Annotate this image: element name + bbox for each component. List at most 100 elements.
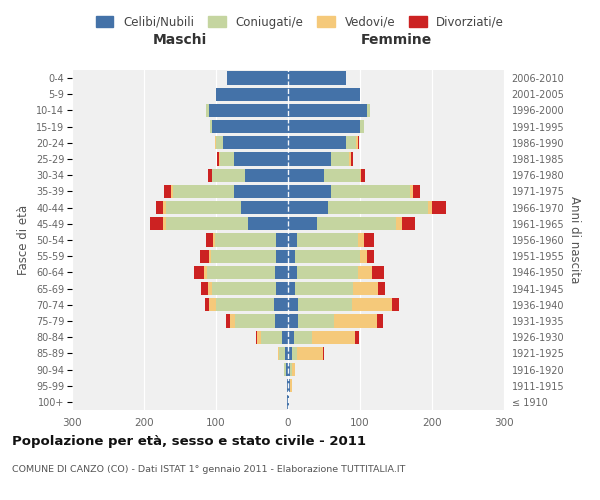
Bar xyxy=(245,168,288,182)
Bar xyxy=(209,298,216,312)
Bar xyxy=(296,234,358,246)
Bar xyxy=(286,363,288,376)
Bar xyxy=(392,298,399,312)
Bar xyxy=(358,266,372,279)
Bar xyxy=(432,201,446,214)
Bar xyxy=(364,234,374,246)
Bar xyxy=(230,314,235,328)
Bar xyxy=(295,282,353,295)
Bar xyxy=(334,314,377,328)
Bar xyxy=(234,185,288,198)
Bar xyxy=(288,314,298,328)
Bar xyxy=(331,152,349,166)
Bar xyxy=(288,346,292,360)
Text: Popolazione per età, sesso e stato civile - 2011: Popolazione per età, sesso e stato civil… xyxy=(12,435,366,448)
Bar xyxy=(296,266,358,279)
Bar xyxy=(275,266,288,279)
Bar xyxy=(205,266,206,279)
Bar xyxy=(257,330,260,344)
Bar xyxy=(200,250,209,263)
Bar xyxy=(288,88,360,101)
Bar xyxy=(288,201,328,214)
Y-axis label: Fasce di età: Fasce di età xyxy=(17,205,31,275)
Bar xyxy=(378,282,385,295)
Bar xyxy=(205,298,209,312)
Bar xyxy=(151,217,163,230)
Bar xyxy=(212,168,245,182)
Legend: Celibi/Nubili, Coniugati/e, Vedovi/e, Divorziati/e: Celibi/Nubili, Coniugati/e, Vedovi/e, Di… xyxy=(91,11,509,34)
Bar xyxy=(277,234,288,246)
Bar xyxy=(396,217,402,230)
Bar xyxy=(358,136,359,149)
Text: Femmine: Femmine xyxy=(361,34,431,48)
Bar xyxy=(172,185,173,198)
Bar xyxy=(288,282,295,295)
Bar xyxy=(317,217,396,230)
Bar xyxy=(367,104,370,117)
Bar xyxy=(215,234,277,246)
Bar xyxy=(324,168,360,182)
Bar xyxy=(260,330,282,344)
Bar xyxy=(166,201,241,214)
Bar xyxy=(210,120,212,134)
Y-axis label: Anni di nascita: Anni di nascita xyxy=(568,196,581,284)
Bar xyxy=(173,185,234,198)
Bar xyxy=(282,330,288,344)
Bar xyxy=(358,234,364,246)
Bar xyxy=(288,152,331,166)
Bar xyxy=(216,136,223,149)
Bar xyxy=(288,136,346,149)
Bar xyxy=(349,152,350,166)
Bar xyxy=(166,217,248,230)
Bar xyxy=(206,266,275,279)
Bar xyxy=(284,363,286,376)
Bar xyxy=(274,298,288,312)
Bar xyxy=(413,185,421,198)
Bar xyxy=(372,266,384,279)
Bar xyxy=(356,136,358,149)
Bar xyxy=(288,379,290,392)
Bar xyxy=(346,136,356,149)
Bar xyxy=(288,104,367,117)
Bar xyxy=(288,217,317,230)
Bar xyxy=(216,88,288,101)
Bar xyxy=(156,201,163,214)
Bar xyxy=(212,282,277,295)
Bar xyxy=(287,379,288,392)
Bar xyxy=(217,152,219,166)
Bar xyxy=(355,330,359,344)
Bar xyxy=(360,250,367,263)
Bar xyxy=(360,168,361,182)
Bar xyxy=(206,104,209,117)
Bar xyxy=(323,346,324,360)
Bar xyxy=(350,152,353,166)
Bar xyxy=(288,120,360,134)
Bar xyxy=(292,346,298,360)
Bar xyxy=(164,185,172,198)
Bar xyxy=(280,346,285,360)
Bar xyxy=(241,201,288,214)
Bar xyxy=(219,152,220,166)
Bar xyxy=(290,363,292,376)
Bar xyxy=(285,346,288,360)
Bar xyxy=(234,152,288,166)
Bar xyxy=(288,266,296,279)
Bar xyxy=(288,185,331,198)
Bar xyxy=(212,120,288,134)
Bar xyxy=(361,168,365,182)
Bar xyxy=(294,330,312,344)
Bar xyxy=(256,330,257,344)
Bar xyxy=(215,136,216,149)
Bar xyxy=(277,282,288,295)
Bar xyxy=(402,217,415,230)
Bar xyxy=(220,152,234,166)
Bar xyxy=(377,314,383,328)
Bar xyxy=(227,72,288,85)
Bar xyxy=(288,396,289,408)
Bar xyxy=(163,217,166,230)
Bar xyxy=(276,250,288,263)
Bar xyxy=(298,298,352,312)
Bar xyxy=(288,298,298,312)
Bar xyxy=(194,266,205,279)
Bar xyxy=(209,250,211,263)
